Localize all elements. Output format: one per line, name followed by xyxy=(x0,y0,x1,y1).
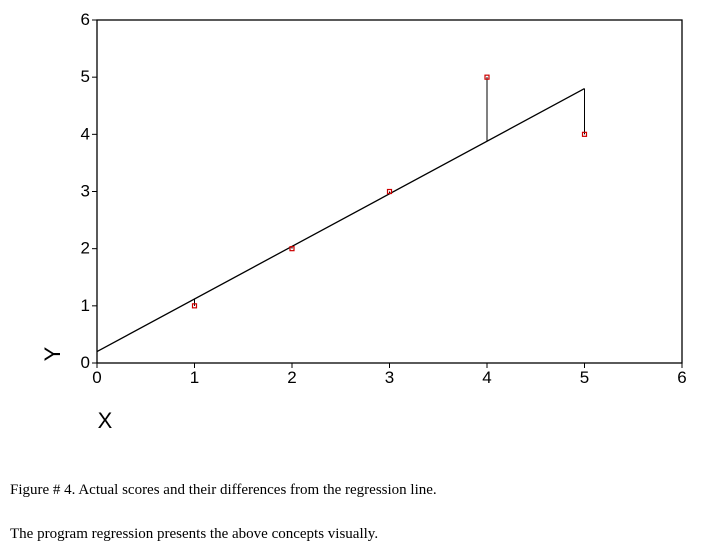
figure-caption: Figure # 4. Actual scores and their diff… xyxy=(10,482,437,498)
y-axis-label: Y xyxy=(40,346,65,361)
y-tick-label: 2 xyxy=(81,239,90,258)
note-text: The program regression presents the abov… xyxy=(10,526,379,542)
x-tick-label: 3 xyxy=(385,368,394,387)
data-points xyxy=(191,74,588,309)
y-tick-label: 3 xyxy=(81,182,90,201)
data-point xyxy=(191,303,198,309)
y-tick-label: 1 xyxy=(81,296,90,315)
y-tick-label: 4 xyxy=(81,124,90,143)
x-axis-label: X xyxy=(98,408,113,433)
regression-line-group xyxy=(96,88,585,353)
x-tick-label: 0 xyxy=(92,368,101,387)
residual-lines xyxy=(194,77,585,306)
data-point xyxy=(581,131,588,137)
x-tick-label: 2 xyxy=(287,368,296,387)
data-point xyxy=(289,246,295,252)
x-tick-label: 1 xyxy=(190,368,199,387)
y-tick-label: 6 xyxy=(81,10,90,29)
y-tick-label: 5 xyxy=(81,67,90,86)
regression-line xyxy=(96,88,585,353)
x-tick-label: 4 xyxy=(482,368,491,387)
data-point xyxy=(386,188,393,195)
data-point xyxy=(484,74,490,80)
regression-chart: 0 1 2 3 4 5 6 0 1 2 3 4 5 6 X Y xyxy=(40,10,687,433)
y-tick-label: 0 xyxy=(81,353,90,372)
x-tick-label: 6 xyxy=(677,368,686,387)
x-tick-label: 5 xyxy=(580,368,589,387)
axis-ticks: 0 1 2 3 4 5 6 0 1 2 3 4 5 6 xyxy=(81,10,687,387)
